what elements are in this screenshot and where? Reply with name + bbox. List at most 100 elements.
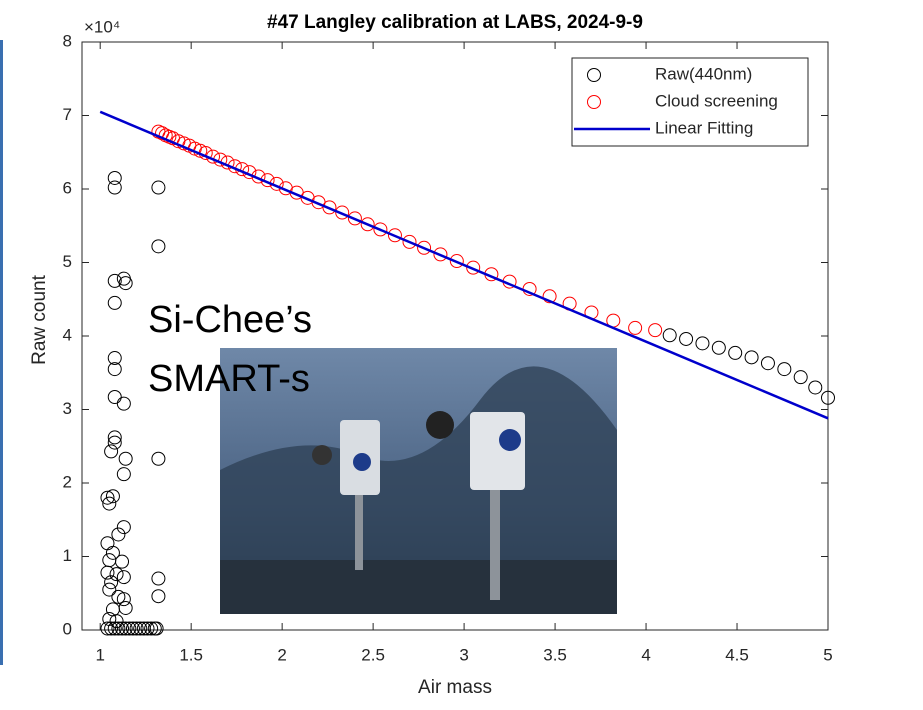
side-strip	[0, 40, 3, 665]
data-point	[793, 370, 808, 385]
data-point	[449, 254, 464, 269]
legend-box	[571, 57, 809, 147]
x-tick-label: 3	[459, 645, 468, 664]
data-point	[104, 444, 119, 459]
annotation: Si-Chee’s	[148, 299, 312, 341]
data-point	[107, 351, 122, 366]
data-point	[109, 614, 124, 629]
data-point	[107, 295, 122, 310]
y-exponent: ×10⁴	[84, 17, 120, 36]
data-point	[105, 489, 120, 504]
data-point	[347, 211, 362, 226]
data-point	[151, 180, 166, 195]
data-point	[116, 570, 131, 585]
data-point	[628, 320, 643, 335]
data-point	[107, 621, 122, 636]
data-point	[115, 621, 130, 636]
y-tick-label: 6	[63, 178, 72, 197]
x-tick-label: 4	[641, 645, 650, 664]
legend-swatch	[587, 95, 601, 109]
data-point	[100, 536, 115, 551]
x-tick-label: 1	[95, 645, 104, 664]
data-point	[373, 222, 388, 237]
legend-label: Cloud screening	[655, 91, 778, 110]
x-tick-label: 3.5	[543, 645, 567, 664]
data-point	[760, 356, 775, 371]
data-point	[102, 582, 117, 597]
y-axis-label: Raw count	[29, 274, 50, 364]
data-point	[107, 362, 122, 377]
data-point	[695, 336, 710, 351]
x-tick-label: 4.5	[725, 645, 749, 664]
x-tick-label: 1.5	[179, 645, 203, 664]
data-point	[100, 490, 115, 505]
data-point	[149, 621, 164, 636]
data-point	[107, 180, 122, 195]
data-point	[140, 621, 155, 636]
data-point	[118, 451, 133, 466]
data-point	[107, 390, 122, 405]
data-point	[102, 553, 117, 568]
data-point	[808, 380, 823, 395]
data-point	[711, 340, 726, 355]
data-point	[109, 567, 124, 582]
y-tick-label: 5	[63, 252, 72, 271]
data-point	[151, 589, 166, 604]
data-point	[100, 565, 115, 580]
data-point	[107, 273, 122, 288]
data-point	[728, 345, 743, 360]
data-point	[115, 554, 130, 569]
y-tick-label: 7	[63, 105, 72, 124]
x-tick-label: 5	[823, 645, 832, 664]
y-tick-label: 0	[63, 619, 72, 638]
data-point	[360, 217, 375, 232]
data-point	[104, 621, 119, 636]
data-point	[104, 575, 119, 590]
data-point	[402, 234, 417, 249]
annotation: SMART-s	[148, 358, 310, 400]
data-point	[102, 496, 117, 511]
data-point	[144, 621, 159, 636]
data-point	[125, 621, 140, 636]
y-tick-label: 3	[63, 399, 72, 418]
data-point	[116, 467, 131, 482]
legend-label: Linear Fitting	[655, 118, 753, 137]
x-axis-label: Air mass	[418, 677, 492, 698]
data-point	[116, 592, 131, 607]
data-point	[679, 331, 694, 346]
data-point	[151, 451, 166, 466]
data-point	[133, 621, 148, 636]
data-point	[777, 362, 792, 377]
data-point	[107, 435, 122, 450]
data-point	[335, 205, 350, 220]
data-point	[111, 621, 126, 636]
data-point	[111, 527, 126, 542]
data-point	[821, 390, 835, 405]
data-point	[100, 621, 115, 636]
data-point	[122, 621, 137, 636]
data-point	[151, 571, 166, 586]
data-point	[151, 239, 166, 254]
data-point	[466, 260, 481, 275]
data-point	[542, 289, 557, 304]
data-point	[118, 276, 133, 291]
data-point	[129, 621, 144, 636]
y-tick-label: 1	[63, 546, 72, 565]
plot-area: 1 1.5 2 2.5 3 3.5 4 4.5 5 0 1 2 3 4 5 6 7 8 Raw(440nm) Clou…	[63, 31, 835, 664]
data-point	[662, 328, 677, 343]
data-point	[105, 545, 120, 560]
data-point	[118, 621, 133, 636]
legend-label: Raw(440nm)	[655, 64, 752, 83]
data-point	[116, 520, 131, 535]
fit-line	[99, 110, 829, 420]
data-point	[433, 247, 448, 262]
y-tick-label: 4	[63, 325, 72, 344]
data-point	[744, 350, 759, 365]
y-tick-label: 8	[63, 31, 72, 50]
data-point	[322, 200, 337, 215]
x-tick-label: 2.5	[361, 645, 385, 664]
y-tick-label: 2	[63, 472, 72, 491]
chart-title: #47 Langley calibration at LABS, 2024-9-…	[267, 12, 643, 33]
data-point	[417, 240, 432, 255]
